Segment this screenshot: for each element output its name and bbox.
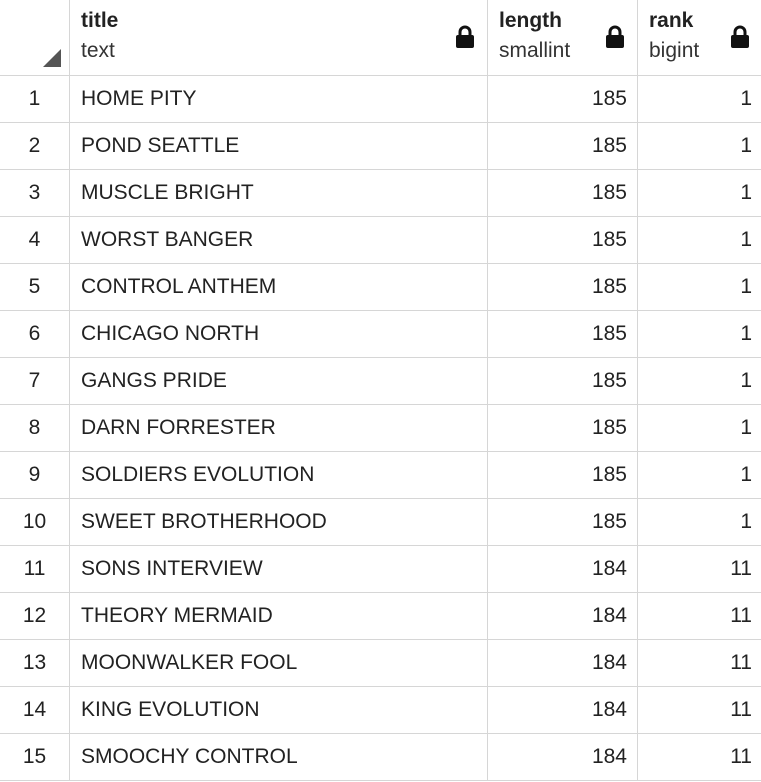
title-cell[interactable]: DARN FORRESTER xyxy=(70,405,488,451)
table-row[interactable]: 15 SMOOCHY CONTROL 184 11 xyxy=(0,734,761,781)
length-cell[interactable]: 184 xyxy=(488,640,638,686)
column-header-rank[interactable]: rank bigint xyxy=(638,0,761,75)
table-row[interactable]: 7 GANGS PRIDE 185 1 xyxy=(0,358,761,405)
table-row[interactable]: 1 HOME PITY 185 1 xyxy=(0,76,761,123)
title-cell[interactable]: MOONWALKER FOOL xyxy=(70,640,488,686)
title-cell[interactable]: KING EVOLUTION xyxy=(70,687,488,733)
table-row[interactable]: 8 DARN FORRESTER 185 1 xyxy=(0,405,761,452)
length-cell[interactable]: 185 xyxy=(488,405,638,451)
title-cell[interactable]: POND SEATTLE xyxy=(70,123,488,169)
column-name: rank xyxy=(649,9,694,32)
rank-cell[interactable]: 1 xyxy=(740,87,752,110)
column-name: length xyxy=(499,9,562,32)
rank-cell[interactable]: 11 xyxy=(730,745,752,768)
rank-cell[interactable]: 1 xyxy=(740,322,752,345)
title-cell[interactable]: THEORY MERMAID xyxy=(70,593,488,639)
table-row[interactable]: 5 CONTROL ANTHEM 185 1 xyxy=(0,264,761,311)
length-cell[interactable]: 185 xyxy=(488,311,638,357)
length-cell[interactable]: 185 xyxy=(488,452,638,498)
row-number[interactable]: 13 xyxy=(0,640,70,686)
length-cell[interactable]: 185 xyxy=(488,123,638,169)
row-number[interactable]: 6 xyxy=(0,311,70,357)
select-all-corner[interactable] xyxy=(0,0,70,75)
title-cell[interactable]: SOLDIERS EVOLUTION xyxy=(70,452,488,498)
rank-cell[interactable]: 11 xyxy=(730,604,752,627)
table-row[interactable]: 10 SWEET BROTHERHOOD 185 1 xyxy=(0,499,761,546)
column-header-title[interactable]: title text xyxy=(70,0,488,75)
row-number[interactable]: 9 xyxy=(0,452,70,498)
lock-icon xyxy=(456,25,474,48)
length-cell[interactable]: 185 xyxy=(488,264,638,310)
title-cell[interactable]: HOME PITY xyxy=(70,76,488,122)
length-cell[interactable]: 185 xyxy=(488,170,638,216)
row-number[interactable]: 7 xyxy=(0,358,70,404)
rank-cell[interactable]: 1 xyxy=(740,510,752,533)
title-cell[interactable]: WORST BANGER xyxy=(70,217,488,263)
title-cell[interactable]: SWEET BROTHERHOOD xyxy=(70,499,488,545)
select-all-triangle-icon[interactable] xyxy=(43,49,61,67)
rank-cell[interactable]: 1 xyxy=(740,275,752,298)
row-number[interactable]: 4 xyxy=(0,217,70,263)
title-cell[interactable]: CHICAGO NORTH xyxy=(70,311,488,357)
rank-cell[interactable]: 1 xyxy=(740,228,752,251)
row-number[interactable]: 11 xyxy=(0,546,70,592)
table-row[interactable]: 12 THEORY MERMAID 184 11 xyxy=(0,593,761,640)
grid-header: title text length smallint rank bigint xyxy=(0,0,761,76)
column-type: bigint xyxy=(649,39,700,62)
rank-cell[interactable]: 11 xyxy=(730,698,752,721)
row-number[interactable]: 15 xyxy=(0,734,70,780)
rank-cell[interactable]: 11 xyxy=(730,557,752,580)
table-row[interactable]: 11 SONS INTERVIEW 184 11 xyxy=(0,546,761,593)
rank-cell[interactable]: 1 xyxy=(740,463,752,486)
length-cell[interactable]: 185 xyxy=(488,499,638,545)
rank-cell[interactable]: 1 xyxy=(740,181,752,204)
table-row[interactable]: 3 MUSCLE BRIGHT 185 1 xyxy=(0,170,761,217)
column-type: smallint xyxy=(499,39,571,62)
length-cell[interactable]: 184 xyxy=(488,687,638,733)
column-type: text xyxy=(81,39,115,62)
rank-cell[interactable]: 1 xyxy=(740,416,752,439)
row-number[interactable]: 12 xyxy=(0,593,70,639)
table-row[interactable]: 14 KING EVOLUTION 184 11 xyxy=(0,687,761,734)
row-number[interactable]: 1 xyxy=(0,76,70,122)
table-row[interactable]: 6 CHICAGO NORTH 185 1 xyxy=(0,311,761,358)
length-cell[interactable]: 185 xyxy=(488,76,638,122)
rank-cell[interactable]: 1 xyxy=(740,134,752,157)
rank-cell[interactable]: 11 xyxy=(730,651,752,674)
length-cell[interactable]: 185 xyxy=(488,358,638,404)
row-number[interactable]: 10 xyxy=(0,499,70,545)
row-number[interactable]: 14 xyxy=(0,687,70,733)
title-cell[interactable]: MUSCLE BRIGHT xyxy=(70,170,488,216)
column-name: title xyxy=(81,9,119,32)
row-number[interactable]: 2 xyxy=(0,123,70,169)
row-number[interactable]: 8 xyxy=(0,405,70,451)
title-cell[interactable]: CONTROL ANTHEM xyxy=(70,264,488,310)
table-row[interactable]: 4 WORST BANGER 185 1 xyxy=(0,217,761,264)
rank-cell[interactable]: 1 xyxy=(740,369,752,392)
row-number[interactable]: 3 xyxy=(0,170,70,216)
table-row[interactable]: 2 POND SEATTLE 185 1 xyxy=(0,123,761,170)
length-cell[interactable]: 184 xyxy=(488,593,638,639)
title-cell[interactable]: SONS INTERVIEW xyxy=(70,546,488,592)
length-cell[interactable]: 185 xyxy=(488,217,638,263)
row-number[interactable]: 5 xyxy=(0,264,70,310)
table-row[interactable]: 9 SOLDIERS EVOLUTION 185 1 xyxy=(0,452,761,499)
title-cell[interactable]: SMOOCHY CONTROL xyxy=(70,734,488,780)
table-row[interactable]: 13 MOONWALKER FOOL 184 11 xyxy=(0,640,761,687)
column-header-length[interactable]: length smallint xyxy=(488,0,638,75)
lock-icon xyxy=(606,25,624,48)
title-cell[interactable]: GANGS PRIDE xyxy=(70,358,488,404)
length-cell[interactable]: 184 xyxy=(488,546,638,592)
length-cell[interactable]: 184 xyxy=(488,734,638,780)
lock-icon xyxy=(731,25,749,48)
